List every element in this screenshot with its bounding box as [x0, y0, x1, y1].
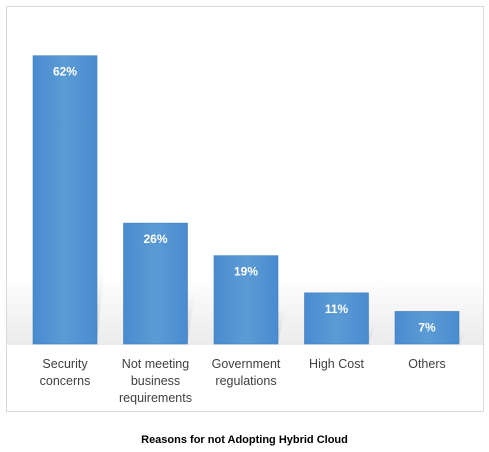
data-label: 11% — [325, 302, 349, 316]
data-label: 62% — [53, 65, 77, 79]
value-labels-group: 62% 26% 19% 11% 7% — [53, 65, 436, 335]
bar — [123, 222, 188, 345]
category-label-line: Not meeting — [122, 357, 189, 371]
category-label: Security concerns — [40, 357, 91, 388]
category-label-line: Government — [212, 357, 281, 371]
category-label-line: Others — [408, 357, 446, 371]
data-label: 7% — [418, 320, 436, 334]
category-labels-group: Security concerns Not meeting business requi… — [40, 357, 446, 405]
data-label: 19% — [234, 265, 258, 279]
category-label-line: concerns — [40, 374, 91, 388]
category-label: Government regulations — [212, 357, 281, 388]
bar — [394, 311, 460, 345]
chart-frame: 62% 26% 19% 11% 7% Security concerns Not meeti… — [6, 6, 484, 412]
chart-caption: Reasons for not Adopting Hybrid Cloud — [141, 434, 348, 446]
bar — [304, 292, 369, 345]
bar — [213, 255, 279, 345]
bar — [32, 55, 98, 345]
category-label-line: business — [131, 374, 180, 388]
category-label: Not meeting business requirements — [119, 357, 192, 405]
category-label: High Cost — [309, 357, 364, 371]
category-label-line: Security — [42, 357, 88, 371]
category-label-line: regulations — [215, 374, 276, 388]
bars-group — [32, 55, 460, 345]
data-label: 26% — [143, 232, 167, 246]
bar-chart: 62% 26% 19% 11% 7% Security concerns Not meeti… — [7, 55, 483, 405]
category-label-line: High Cost — [309, 357, 364, 371]
category-label: Others — [408, 357, 446, 371]
category-label-line: requirements — [119, 391, 192, 405]
